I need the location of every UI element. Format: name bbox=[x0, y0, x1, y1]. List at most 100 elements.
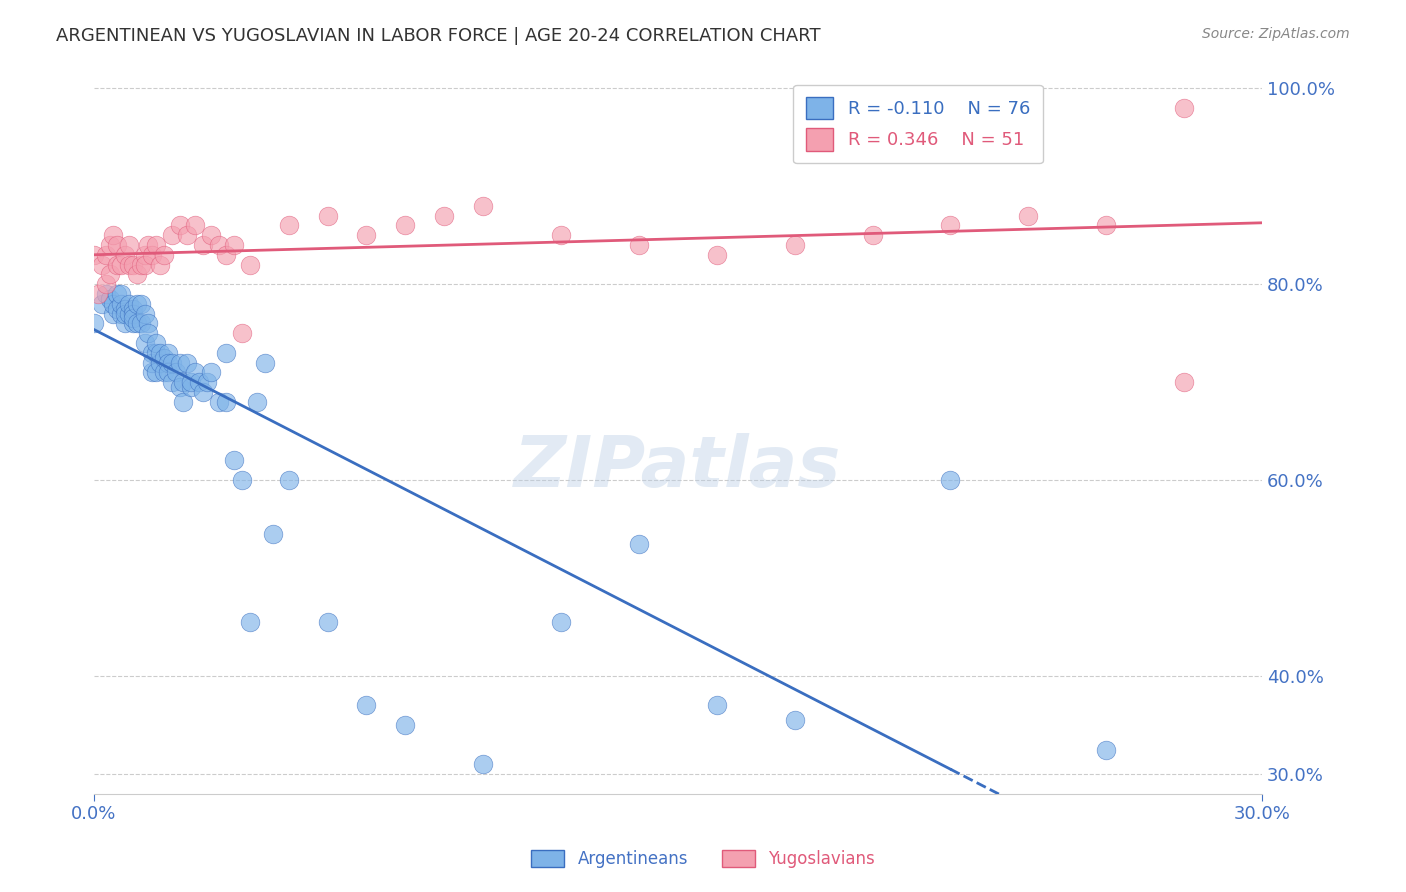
Point bbox=[103, 228, 125, 243]
Point bbox=[627, 238, 650, 252]
Point bbox=[939, 473, 962, 487]
Point bbox=[783, 713, 806, 727]
Point bbox=[110, 296, 132, 310]
Text: ZIPatlas: ZIPatlas bbox=[515, 433, 842, 502]
Point bbox=[191, 238, 214, 252]
Point bbox=[156, 345, 179, 359]
Point bbox=[98, 292, 121, 306]
Point bbox=[118, 238, 141, 252]
Legend: Argentineans, Yugoslavians: Argentineans, Yugoslavians bbox=[524, 843, 882, 875]
Point bbox=[277, 473, 299, 487]
Point bbox=[125, 316, 148, 330]
Point bbox=[149, 258, 172, 272]
Point bbox=[1017, 209, 1039, 223]
Point bbox=[129, 258, 152, 272]
Point bbox=[156, 355, 179, 369]
Point bbox=[134, 335, 156, 350]
Point bbox=[134, 306, 156, 320]
Point bbox=[207, 394, 229, 409]
Point bbox=[105, 238, 128, 252]
Point bbox=[207, 238, 229, 252]
Point bbox=[550, 228, 572, 243]
Point bbox=[121, 301, 143, 316]
Point bbox=[83, 248, 105, 262]
Point bbox=[172, 394, 194, 409]
Point bbox=[1095, 742, 1118, 756]
Point bbox=[246, 394, 269, 409]
Point bbox=[121, 316, 143, 330]
Point bbox=[550, 615, 572, 630]
Point bbox=[1095, 219, 1118, 233]
Point bbox=[706, 698, 728, 713]
Point bbox=[145, 345, 167, 359]
Point bbox=[160, 355, 183, 369]
Point bbox=[1173, 101, 1195, 115]
Point bbox=[231, 473, 253, 487]
Point bbox=[141, 355, 163, 369]
Point bbox=[149, 345, 172, 359]
Point bbox=[121, 306, 143, 320]
Point bbox=[138, 238, 160, 252]
Point bbox=[134, 248, 156, 262]
Point bbox=[215, 394, 238, 409]
Point bbox=[90, 296, 112, 310]
Point bbox=[94, 248, 117, 262]
Point bbox=[141, 248, 163, 262]
Point bbox=[87, 286, 110, 301]
Point bbox=[215, 345, 238, 359]
Point bbox=[129, 316, 152, 330]
Point bbox=[103, 296, 125, 310]
Point bbox=[156, 365, 179, 379]
Point bbox=[83, 316, 105, 330]
Point bbox=[394, 219, 416, 233]
Point bbox=[1173, 375, 1195, 389]
Point bbox=[262, 527, 284, 541]
Point bbox=[165, 365, 187, 379]
Point bbox=[356, 698, 378, 713]
Point bbox=[222, 453, 245, 467]
Point bbox=[105, 301, 128, 316]
Point bbox=[138, 326, 160, 340]
Point bbox=[472, 199, 495, 213]
Point bbox=[433, 209, 456, 223]
Point bbox=[627, 537, 650, 551]
Point bbox=[105, 258, 128, 272]
Point bbox=[110, 306, 132, 320]
Point bbox=[145, 335, 167, 350]
Point bbox=[184, 365, 207, 379]
Point bbox=[114, 316, 136, 330]
Point bbox=[118, 258, 141, 272]
Point bbox=[121, 311, 143, 326]
Point bbox=[145, 238, 167, 252]
Point bbox=[160, 375, 183, 389]
Point bbox=[231, 326, 253, 340]
Point bbox=[472, 757, 495, 772]
Point bbox=[862, 228, 884, 243]
Point bbox=[394, 718, 416, 732]
Point bbox=[114, 248, 136, 262]
Text: ARGENTINEAN VS YUGOSLAVIAN IN LABOR FORCE | AGE 20-24 CORRELATION CHART: ARGENTINEAN VS YUGOSLAVIAN IN LABOR FORC… bbox=[56, 27, 821, 45]
Point bbox=[149, 355, 172, 369]
Point bbox=[180, 375, 202, 389]
Point bbox=[98, 238, 121, 252]
Point bbox=[121, 258, 143, 272]
Point bbox=[98, 268, 121, 282]
Point bbox=[114, 301, 136, 316]
Point bbox=[118, 306, 141, 320]
Point bbox=[783, 238, 806, 252]
Point bbox=[110, 286, 132, 301]
Point bbox=[94, 277, 117, 292]
Point bbox=[110, 258, 132, 272]
Point bbox=[94, 286, 117, 301]
Point bbox=[169, 219, 191, 233]
Point bbox=[134, 258, 156, 272]
Point bbox=[188, 375, 211, 389]
Point bbox=[939, 219, 962, 233]
Point bbox=[254, 355, 277, 369]
Point bbox=[90, 258, 112, 272]
Point bbox=[316, 209, 339, 223]
Point bbox=[169, 380, 191, 394]
Point bbox=[160, 228, 183, 243]
Point bbox=[176, 228, 198, 243]
Point bbox=[114, 306, 136, 320]
